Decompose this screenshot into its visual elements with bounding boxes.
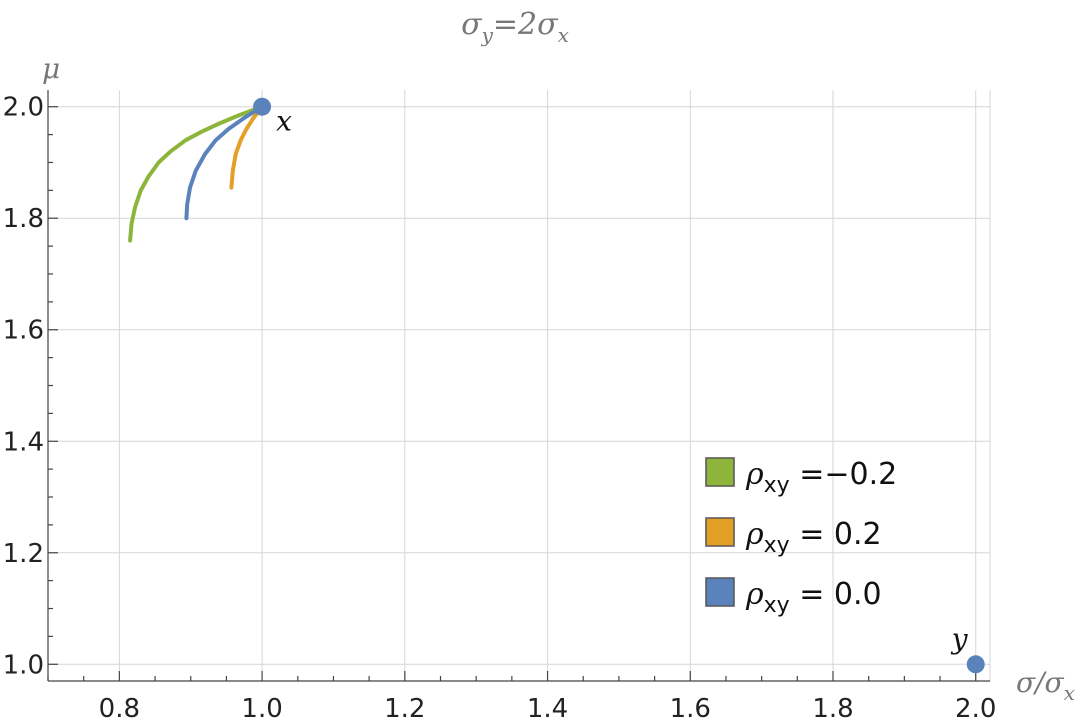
chart-title: σy=2σx (461, 7, 569, 47)
x-tick-label: 1.6 (670, 694, 711, 724)
grid-layer (48, 90, 991, 681)
series-line-1 (229, 104, 265, 190)
legend-label-0: ρxy =−0.2 (745, 457, 897, 498)
y-tick-label: 1.0 (3, 650, 44, 680)
x-tick-label: 2.0 (955, 694, 996, 724)
point-label-y: y (950, 622, 969, 655)
point-x (253, 97, 272, 116)
points-layer: xy (253, 97, 985, 674)
legend-swatch-2 (705, 577, 735, 607)
x-tick-label: 1.8 (812, 694, 853, 724)
legend-label-1: ρxy = 0.2 (745, 517, 882, 558)
series-line-2 (184, 104, 265, 221)
point-label-x: x (276, 105, 292, 138)
x-tick-label: 0.8 (99, 694, 140, 724)
y-tick-label: 2.0 (3, 93, 44, 123)
legend-label-2: ρxy = 0.0 (745, 577, 882, 618)
x-tick-label: 1.4 (527, 694, 568, 724)
legend-swatch-1 (705, 517, 735, 547)
y-tick-label: 1.8 (3, 204, 44, 234)
y-tick-label: 1.2 (3, 539, 44, 569)
x-tick-label: 1.2 (384, 694, 425, 724)
y-tick-label: 1.4 (3, 427, 44, 457)
legend-swatch-0 (705, 457, 735, 487)
legend: ρxy =−0.2 ρxy = 0.2 ρxy = 0.0 (705, 457, 897, 618)
axes-layer: 0.8 1.0 1.2 1.4 1.6 1.8 2.0 1.0 1.2 1.4 1.6 1.8 2.0 (3, 90, 996, 724)
point-y (966, 655, 985, 674)
y-tick-label: 1.6 (3, 316, 44, 346)
series-line-0 (128, 104, 265, 243)
series-layer (128, 104, 265, 243)
y-axis-title: μ (42, 52, 60, 85)
x-axis-title: σ/σx (1016, 666, 1075, 705)
x-tick-label: 1.0 (241, 694, 282, 724)
